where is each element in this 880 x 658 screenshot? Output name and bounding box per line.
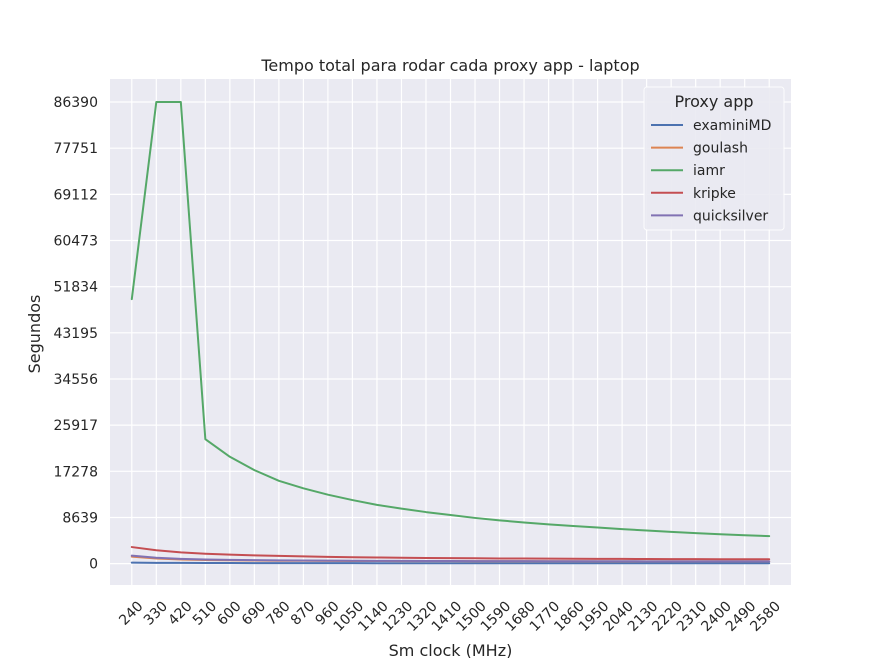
series-line-examiniMD <box>130 561 771 565</box>
y-tick-labels: 0 8639 17278 25917 34556 43195 51834 60473 69112… <box>53 95 98 573</box>
legend-box <box>643 86 785 231</box>
legend-label-iamr: iamr <box>693 163 725 179</box>
legend-label-goulash: goulash <box>693 141 748 157</box>
y-tick-label: 77751 <box>53 141 98 157</box>
y-tick-label: 8639 <box>62 510 98 526</box>
chart-title: Tempo total para rodar cada proxy app - … <box>260 56 639 75</box>
series-line-quicksilver <box>130 554 771 563</box>
y-tick-label: 0 <box>89 557 98 573</box>
y-axis-label: Segundos <box>25 295 44 374</box>
x-axis-label: Sm clock (MHz) <box>389 641 513 658</box>
legend-label-examiniMD: examiniMD <box>693 118 771 134</box>
y-tick-label: 34556 <box>53 372 98 388</box>
y-tick-label: 17278 <box>53 464 98 480</box>
series-lines <box>130 101 771 565</box>
legend: Proxy app examiniMD goulash iamr kripke quic… <box>643 86 785 231</box>
legend-label-kripke: kripke <box>693 186 736 202</box>
y-tick-label: 60473 <box>53 234 98 250</box>
series-line-kripke <box>130 546 771 561</box>
x-gridlines <box>131 79 770 585</box>
legend-label-quicksilver: quicksilver <box>693 208 768 224</box>
y-tick-label: 51834 <box>53 280 98 296</box>
y-tick-label: 43195 <box>53 326 98 342</box>
legend-items: examiniMD goulash iamr kripke quicksilver <box>651 118 771 224</box>
series-line-iamr <box>130 101 771 538</box>
y-tick-label: 25917 <box>53 418 98 434</box>
legend-title: Proxy app <box>674 92 753 111</box>
y-tick-label: 69112 <box>53 187 98 203</box>
y-tick-label: 86390 <box>53 95 98 111</box>
